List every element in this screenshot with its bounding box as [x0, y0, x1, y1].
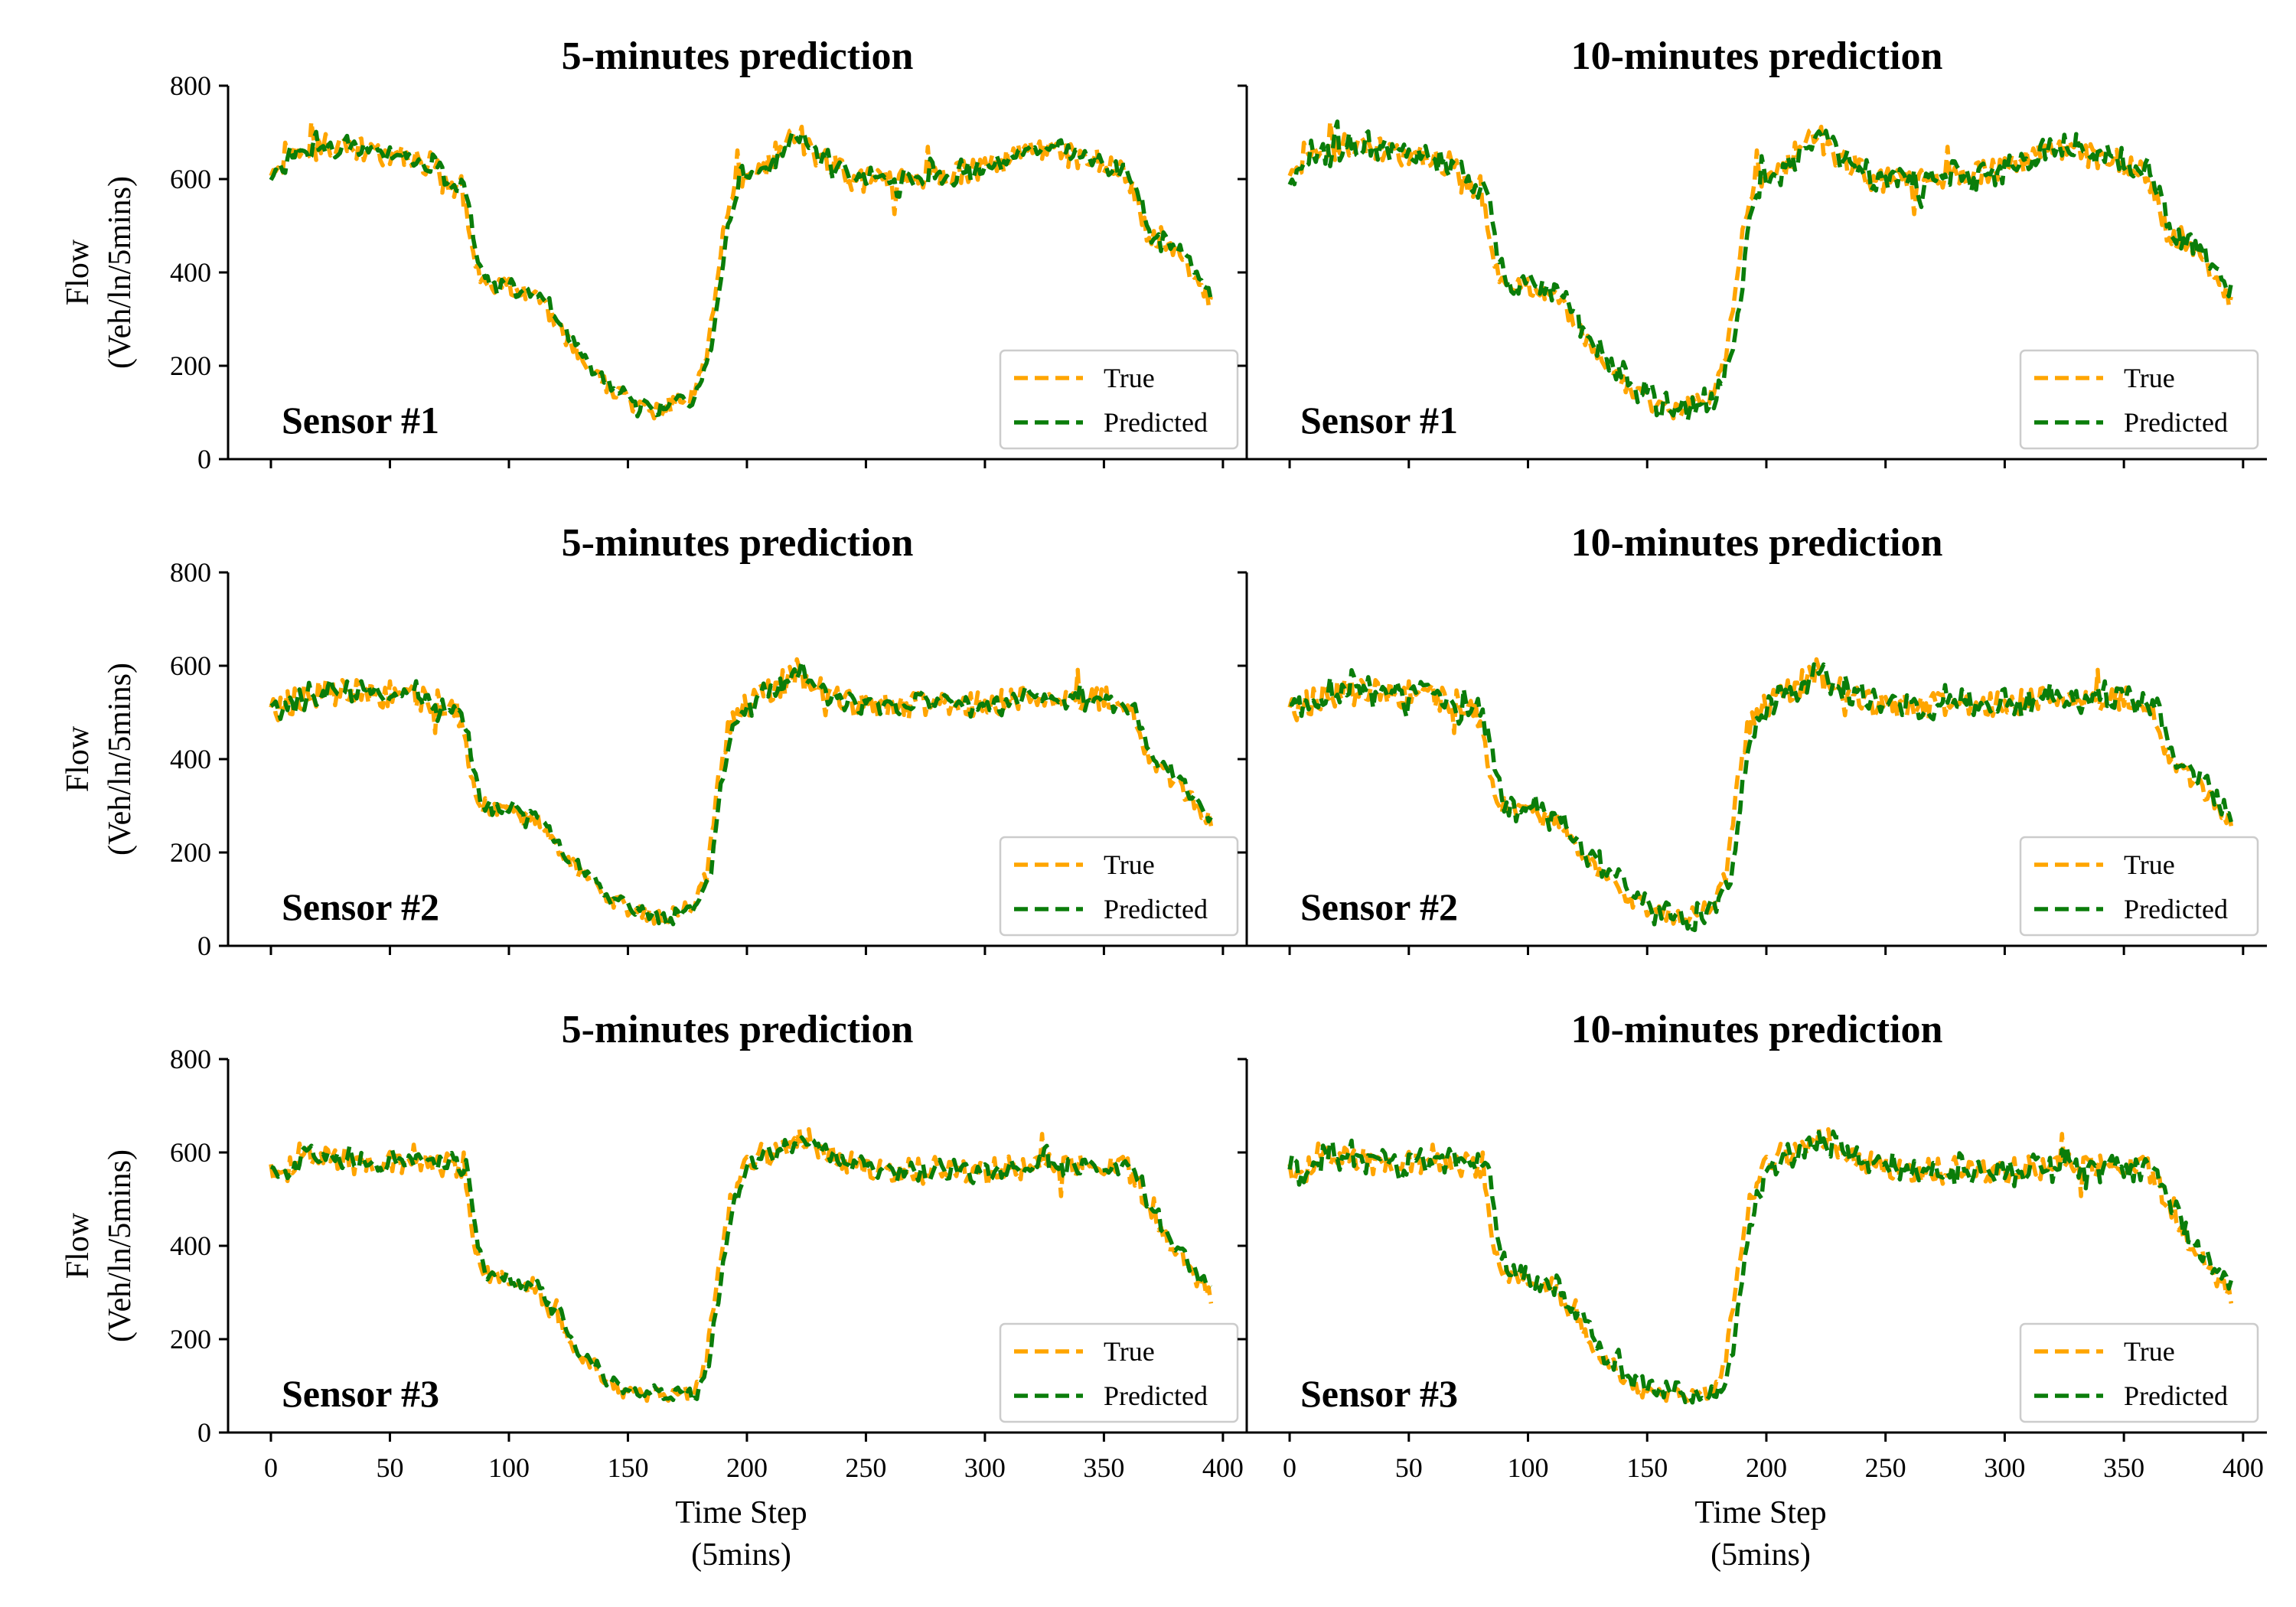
- panel-title: 5-minutes prediction: [562, 34, 914, 78]
- panel-3: 5-minutes prediction 0 200 400 600 800 Sensor …: [170, 521, 1247, 961]
- sensor-label: Sensor #2: [282, 885, 439, 928]
- x-tick-label: 250: [1865, 1452, 1906, 1483]
- legend-label-true: True: [2124, 363, 2175, 393]
- legend-label-predicted: Predicted: [2124, 407, 2228, 438]
- series-line-predicted: [269, 659, 1213, 929]
- x-tick-label: 0: [1283, 1452, 1296, 1483]
- y-axis-label: Flow: [60, 725, 96, 792]
- legend-label-true: True: [1104, 1336, 1155, 1367]
- sensor-label: Sensor #3: [282, 1372, 439, 1415]
- y-tick-label: 0: [197, 1417, 211, 1448]
- legend: True Predicted: [2019, 349, 2259, 450]
- x-tick-label: 300: [964, 1452, 1006, 1483]
- sensor-label: Sensor #1: [1300, 399, 1458, 442]
- series-line-true: [1287, 1126, 2234, 1403]
- legend-label-true: True: [2124, 1336, 2175, 1367]
- y-tick-label: 800: [170, 557, 211, 588]
- legend-label-predicted: Predicted: [2124, 1380, 2228, 1411]
- x-tick-label: 350: [1083, 1452, 1124, 1483]
- panel-1: 5-minutes prediction 0 200 400 600 800 Sensor …: [170, 34, 1247, 474]
- y-tick-label: 400: [170, 257, 211, 288]
- sensor-label: Sensor #1: [282, 399, 439, 442]
- x-axis-label-unit: (5mins): [691, 1537, 791, 1573]
- legend-label-true: True: [1104, 849, 1155, 880]
- x-tick-label: 100: [488, 1452, 530, 1483]
- panel-4: 10-minutes prediction Sensor #2 True Predic…: [1238, 521, 2267, 955]
- y-tick-label: 400: [170, 744, 211, 774]
- y-axis-label-unit: (Veh/ln/5mins): [103, 176, 138, 369]
- x-axis-label: Time Step: [675, 1495, 807, 1530]
- x-tick-label: 0: [264, 1452, 278, 1483]
- legend: True Predicted: [999, 836, 1239, 937]
- panel-title: 10-minutes prediction: [1571, 1008, 1943, 1051]
- y-axis-label-unit: (Veh/ln/5mins): [103, 1149, 138, 1342]
- x-axis-label: Time Step: [1694, 1495, 1826, 1530]
- y-axis-label: Flow: [60, 239, 96, 305]
- y-tick-label: 200: [170, 837, 211, 868]
- x-tick-label: 400: [2223, 1452, 2264, 1483]
- legend-label-predicted: Predicted: [1104, 1380, 1208, 1411]
- series-line-true: [269, 657, 1214, 928]
- series-line-predicted: [1287, 1129, 2233, 1405]
- legend-label-predicted: Predicted: [1104, 894, 1208, 924]
- x-tick-label: 50: [376, 1452, 403, 1483]
- legend-label-predicted: Predicted: [1104, 407, 1208, 438]
- panel-title: 5-minutes prediction: [562, 521, 914, 565]
- y-tick-label: 200: [170, 1324, 211, 1354]
- y-tick-label: 0: [197, 444, 211, 474]
- x-tick-label: 150: [607, 1452, 648, 1483]
- legend: True Predicted: [2019, 836, 2259, 937]
- panel-2: 10-minutes prediction Sensor #1 True Predic…: [1238, 34, 2267, 468]
- x-tick-label: 50: [1395, 1452, 1423, 1483]
- panel-5: 5-minutes prediction 0 200 400 600 800 0 50 100 1…: [170, 1008, 1247, 1483]
- legend-label-predicted: Predicted: [2124, 894, 2228, 924]
- series-line-predicted: [270, 1135, 1212, 1403]
- series-line-predicted: [269, 129, 1214, 419]
- series-line-predicted: [1289, 662, 2233, 933]
- legend-label-true: True: [1104, 363, 1155, 393]
- legend: True Predicted: [999, 1322, 1239, 1423]
- x-tick-label: 100: [1508, 1452, 1549, 1483]
- legend-label-true: True: [2124, 849, 2175, 880]
- x-tick-label: 350: [2103, 1452, 2144, 1483]
- x-tick-label: 200: [726, 1452, 768, 1483]
- y-tick-label: 400: [170, 1231, 211, 1261]
- series-line-predicted: [1287, 119, 2234, 423]
- sensor-label: Sensor #2: [1300, 885, 1458, 928]
- y-tick-label: 0: [197, 931, 211, 961]
- y-axis-label: Flow: [60, 1212, 96, 1279]
- panel-title: 10-minutes prediction: [1571, 34, 1943, 78]
- series-line-true: [269, 1126, 1214, 1403]
- x-axis-label-unit: (5mins): [1711, 1537, 1811, 1573]
- y-tick-label: 800: [170, 1044, 211, 1074]
- panel-title: 5-minutes prediction: [562, 1008, 914, 1051]
- x-tick-label: 400: [1202, 1452, 1244, 1483]
- sensor-label: Sensor #3: [1300, 1372, 1458, 1415]
- y-tick-label: 800: [170, 70, 211, 101]
- panel-title: 10-minutes prediction: [1571, 521, 1943, 565]
- panel-6: 10-minutes prediction 0 50 100 150 200 250 300 3…: [1238, 1008, 2267, 1483]
- legend: True Predicted: [999, 349, 1239, 450]
- y-axis-label-unit: (Veh/ln/5mins): [103, 663, 138, 856]
- x-tick-label: 200: [1746, 1452, 1787, 1483]
- legend: True Predicted: [2019, 1322, 2259, 1423]
- y-tick-label: 200: [170, 350, 211, 381]
- x-tick-label: 150: [1626, 1452, 1668, 1483]
- x-tick-label: 250: [845, 1452, 886, 1483]
- y-tick-label: 600: [170, 650, 211, 681]
- y-tick-label: 600: [170, 164, 211, 194]
- x-tick-label: 300: [1984, 1452, 2025, 1483]
- y-tick-label: 600: [170, 1137, 211, 1168]
